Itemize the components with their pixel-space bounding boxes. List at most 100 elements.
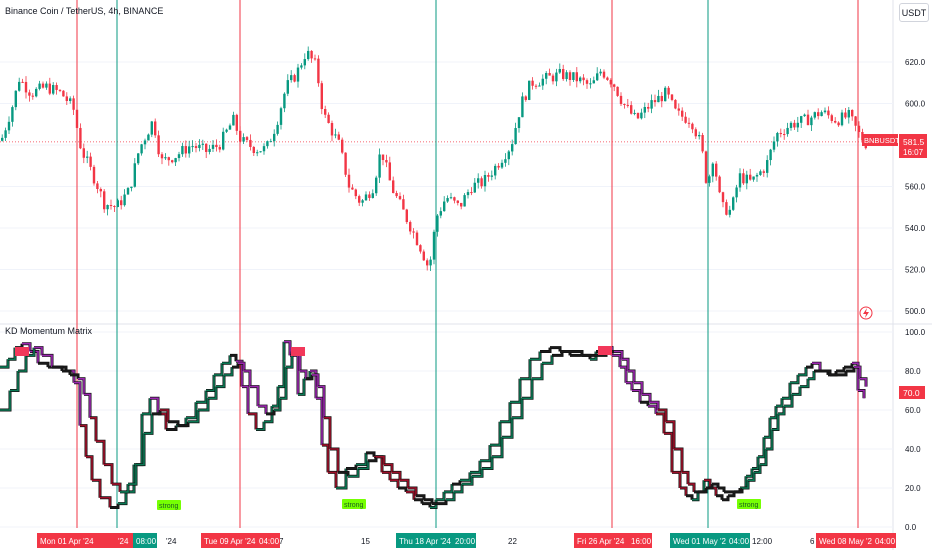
candle-body xyxy=(691,123,694,130)
kd-d-segment xyxy=(274,398,281,411)
candle-body xyxy=(439,211,442,216)
candle-body xyxy=(497,165,500,168)
kd-d-segment xyxy=(96,440,105,465)
candle-body xyxy=(480,178,483,187)
candle-body xyxy=(687,122,691,124)
kd-d-segment xyxy=(658,409,667,422)
candle-body xyxy=(171,160,174,163)
candle-body xyxy=(160,154,164,159)
candle-body xyxy=(494,165,497,176)
candle-body xyxy=(738,173,742,188)
candle-body xyxy=(239,130,242,142)
time-axis[interactable]: 15 22 6 7 '24 12:00 Mon 01 Apr '24 '24 08:00 Tue … xyxy=(37,533,896,548)
candle-body xyxy=(103,191,106,210)
kd-d-segment xyxy=(766,429,773,450)
candle-body xyxy=(4,130,7,138)
kd-d-outline xyxy=(808,371,816,381)
candle-body xyxy=(79,127,82,149)
candle-body xyxy=(276,124,279,134)
kd-d-outline xyxy=(244,369,252,387)
candle-body xyxy=(120,200,123,206)
event-label-bg xyxy=(816,533,874,548)
kd-d-segment xyxy=(784,394,793,407)
kd-k-segment xyxy=(776,398,783,407)
kd-d-outline xyxy=(860,377,868,387)
event-label-text: Mon 01 Apr '24 xyxy=(40,537,94,546)
kd-d-segment xyxy=(216,374,225,388)
kd-d-segment xyxy=(42,354,53,368)
candle-body xyxy=(303,59,306,66)
candle-body xyxy=(830,115,833,121)
kd-d-segment xyxy=(324,417,331,449)
kd-d-outline xyxy=(634,381,644,395)
kd-k-outline xyxy=(0,359,10,369)
currency-button[interactable]: USDT xyxy=(899,3,929,22)
candle-body xyxy=(99,189,102,192)
kd-k-segment xyxy=(74,381,81,426)
lightning-icon[interactable] xyxy=(859,306,873,320)
time-tick-label: 12:00 xyxy=(752,537,773,546)
kd-k-segment xyxy=(222,355,231,364)
kd-d-segment xyxy=(90,417,97,442)
kd-k-segment xyxy=(142,398,151,415)
candle-body xyxy=(310,50,313,59)
candle-body xyxy=(806,114,810,126)
kd-d-segment xyxy=(754,464,761,474)
kd-d-outline xyxy=(0,390,12,412)
kd-d-segment xyxy=(748,472,755,481)
candle-body xyxy=(541,78,544,86)
price-axis[interactable]: 500.0520.0540.0560.0580.0600.0620.00.020… xyxy=(905,58,926,532)
candle-body xyxy=(317,58,320,84)
event-label-text: Wed 08 May '24 xyxy=(819,537,877,546)
candle-body xyxy=(857,125,861,133)
candle-body xyxy=(378,154,381,178)
strong-marker-text: strong xyxy=(739,502,759,509)
kd-d-segment xyxy=(778,406,785,415)
candle-body xyxy=(398,196,402,200)
candle-body xyxy=(228,125,232,130)
kd-k-outline xyxy=(316,396,324,446)
candle-body xyxy=(361,200,364,203)
kd-k-segment xyxy=(406,491,415,500)
kd-d-segment xyxy=(112,483,121,492)
candle-body xyxy=(215,144,218,148)
candle-body xyxy=(670,94,674,100)
kd-d-segment xyxy=(286,351,293,368)
strong-marker-bg xyxy=(342,499,366,509)
candle-body xyxy=(783,134,786,136)
candle-body xyxy=(609,79,612,85)
candle-body xyxy=(426,260,429,266)
candle-body xyxy=(368,194,371,198)
candle-body xyxy=(460,202,463,207)
peak-marker xyxy=(291,347,305,356)
candle-body xyxy=(796,122,799,128)
kd-k-segment xyxy=(436,491,445,501)
kd-k-outline xyxy=(86,455,94,481)
candle-body xyxy=(545,73,548,79)
kd-k-segment xyxy=(632,389,641,403)
candle-body xyxy=(75,109,79,128)
kd-k-outline xyxy=(752,456,760,470)
candle-body xyxy=(851,109,854,117)
kd-k-segment xyxy=(812,362,821,371)
kd-k-outline xyxy=(698,480,706,494)
kd-d-segment xyxy=(792,386,801,396)
candle-body xyxy=(732,197,735,210)
event-label-text: Tue 09 Apr '24 xyxy=(204,537,256,546)
kd-d-segment xyxy=(532,363,543,380)
kd-d-outline xyxy=(800,378,810,389)
kd-k-segment xyxy=(118,491,127,505)
candle-body xyxy=(749,174,752,180)
candle-body xyxy=(167,157,170,161)
candle-body xyxy=(555,72,558,82)
kd-k-segment xyxy=(322,444,329,473)
candle-body xyxy=(143,140,147,145)
candle-body xyxy=(296,67,300,82)
candle-body xyxy=(415,232,419,246)
candle-body xyxy=(711,163,714,177)
candles xyxy=(1,46,867,271)
candle-body xyxy=(575,72,578,82)
kd-k-outline xyxy=(626,381,634,391)
candle-body xyxy=(718,176,721,193)
